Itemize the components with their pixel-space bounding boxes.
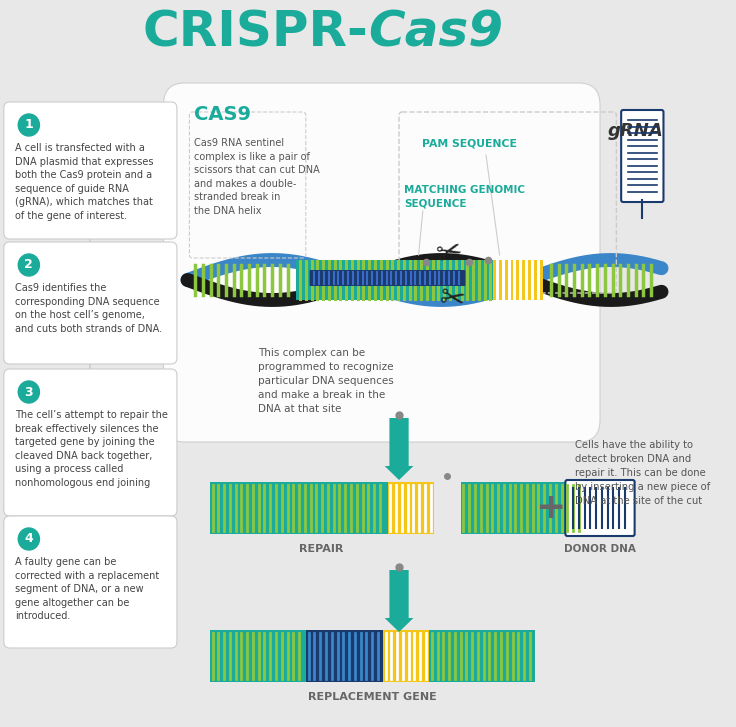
Circle shape [18, 114, 40, 136]
Bar [461, 482, 584, 534]
Text: 1: 1 [24, 119, 33, 132]
Text: Cells have the ability to
detect broken DNA and
repair it. This can be done
by i: Cells have the ability to detect broken … [575, 440, 710, 506]
Text: Cas9 identifies the
corresponding DNA sequence
on the host cell’s genome,
and cu: Cas9 identifies the corresponding DNA se… [15, 283, 163, 334]
Text: CRISPR-: CRISPR- [142, 9, 368, 57]
Text: 2: 2 [24, 259, 33, 271]
Text: MATCHING GENOMIC
SEQUENCE: MATCHING GENOMIC SEQUENCE [404, 185, 525, 208]
Text: A faulty gene can be
corrected with a replacement
segment of DNA, or a new
gene : A faulty gene can be corrected with a re… [15, 557, 160, 622]
Bar [305, 630, 383, 682]
FancyBboxPatch shape [310, 270, 465, 286]
FancyArrow shape [385, 418, 414, 480]
Bar [383, 630, 429, 682]
Bar [429, 630, 534, 682]
Text: gRNA: gRNA [608, 122, 663, 140]
Bar [210, 482, 388, 534]
Text: REPLACEMENT GENE: REPLACEMENT GENE [308, 692, 436, 702]
Circle shape [18, 381, 40, 403]
Circle shape [18, 254, 40, 276]
Text: This complex can be
programmed to recognize
particular DNA sequences
and make a : This complex can be programmed to recogn… [258, 348, 394, 414]
Circle shape [18, 528, 40, 550]
FancyBboxPatch shape [4, 516, 177, 648]
Text: 3: 3 [24, 385, 33, 398]
Bar [388, 482, 434, 534]
Text: 4: 4 [24, 532, 33, 545]
FancyBboxPatch shape [4, 102, 177, 239]
FancyBboxPatch shape [4, 242, 177, 364]
Bar [434, 479, 461, 537]
Text: CAS9: CAS9 [194, 105, 251, 124]
Bar [210, 630, 305, 682]
Text: +: + [535, 491, 565, 525]
Text: Cas9: Cas9 [368, 9, 503, 57]
Bar [493, 260, 543, 300]
Text: The cell’s attempt to repair the
break effectively silences the
targeted gene by: The cell’s attempt to repair the break e… [15, 410, 169, 488]
FancyBboxPatch shape [4, 369, 177, 516]
FancyBboxPatch shape [163, 83, 600, 442]
FancyArrow shape [385, 570, 414, 632]
Text: REPAIR: REPAIR [299, 544, 344, 554]
FancyBboxPatch shape [565, 480, 634, 536]
Text: PAM SEQUENCE: PAM SEQUENCE [422, 138, 517, 148]
Text: ✂: ✂ [434, 236, 466, 270]
Text: A cell is transfected with a
DNA plasmid that expresses
both the Cas9 protein an: A cell is transfected with a DNA plasmid… [15, 143, 154, 221]
Text: DONOR DNA: DONOR DNA [564, 544, 636, 554]
Bar [296, 260, 493, 300]
Text: Cas9 RNA sentinel
complex is like a pair of
scissors that can cut DNA
and makes : Cas9 RNA sentinel complex is like a pair… [194, 138, 320, 216]
Text: ✂: ✂ [437, 284, 467, 316]
FancyBboxPatch shape [621, 110, 663, 202]
